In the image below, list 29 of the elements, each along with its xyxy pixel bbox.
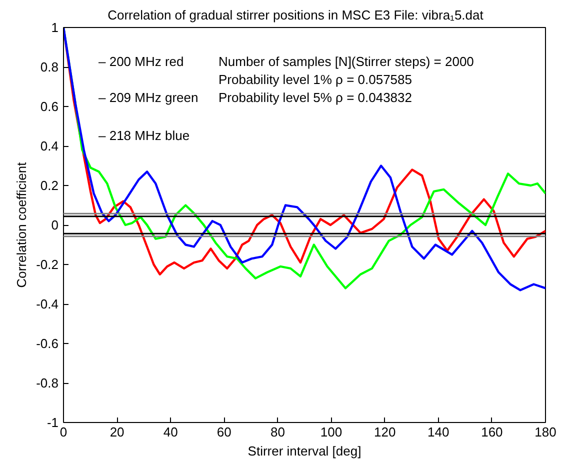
x-tick-label: 180: [534, 424, 556, 440]
y-tick-label: 0.8: [40, 60, 59, 74]
y-tick-label: 0.2: [40, 178, 59, 193]
x-tick-label: 60: [216, 424, 232, 440]
y-tick-label: -0.2: [36, 257, 59, 272]
y-axis-title: Correlation coefficient: [14, 162, 30, 288]
y-tick-label: -0.4: [36, 296, 59, 312]
annotation: – 218 MHz blue: [98, 128, 190, 143]
annotation: Probability level 5% ρ = 0.043832: [218, 90, 412, 105]
x-tick-label: 80: [270, 424, 285, 440]
y-tick-label: 0.4: [40, 138, 59, 154]
chart-title: Correlation of gradual stirrer positions in MSC E3 File: vibra₁5.dat: [108, 8, 484, 22]
y-tick-label: -0.6: [36, 336, 59, 351]
x-tick-label: 20: [110, 424, 124, 440]
y-tick-label: 0.6: [40, 99, 59, 114]
y-tick-label: -0.8: [36, 376, 59, 390]
y-tick-label: 1: [51, 20, 59, 35]
x-tick-label: 160: [481, 424, 503, 440]
annotation: – 209 MHz green: [98, 90, 198, 105]
y-tick-label: -1: [46, 415, 59, 430]
y-tick-label: 0: [51, 218, 59, 232]
x-tick-label: 120: [374, 424, 396, 440]
x-tick-label: 100: [320, 424, 342, 440]
annotation: – 200 MHz red: [98, 54, 184, 69]
x-tick-label: 40: [163, 424, 178, 440]
annotation: Number of samples [N](Stirrer steps) = 2000: [218, 54, 474, 69]
x-tick-label: 140: [428, 424, 450, 440]
annotation: Probability level 1% ρ = 0.057585: [218, 72, 412, 87]
x-axis-title: Stirrer interval [deg]: [248, 444, 362, 458]
